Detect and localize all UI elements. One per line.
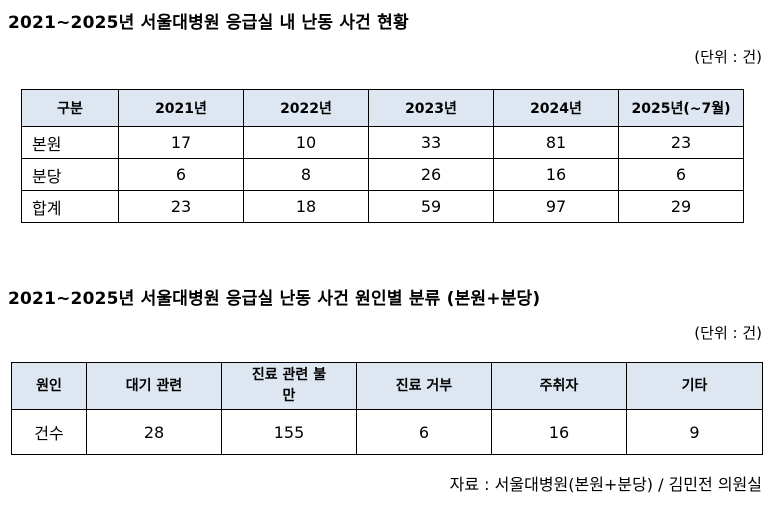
header-cell: 진료 관련 불만 <box>221 362 357 410</box>
header-cell: 구분 <box>21 89 119 127</box>
table-row: 건수 28 155 6 16 9 <box>11 409 763 455</box>
table-cell: 6 <box>356 409 492 455</box>
table-cell: 29 <box>618 190 744 223</box>
incident-cause-table: 원인 대기 관련 진료 관련 불만 진료 거부 주취자 기타 건수 28 155… <box>11 362 763 455</box>
table-cell: 97 <box>493 190 619 223</box>
row-label: 분당 <box>21 158 119 191</box>
source-note: 자료 : 서울대병원(본원+분당) / 김민전 의원실 <box>449 475 762 494</box>
header-cell: 원인 <box>11 362 87 410</box>
table-cell: 16 <box>491 409 627 455</box>
table-cell: 28 <box>86 409 222 455</box>
table-row: 본원 17 10 33 81 23 <box>21 126 744 159</box>
table-cell: 59 <box>368 190 494 223</box>
table2-unit: (단위 : 건) <box>694 324 762 342</box>
row-label: 합계 <box>21 190 119 223</box>
table-cell: 17 <box>118 126 244 159</box>
table1-unit: (단위 : 건) <box>694 48 762 66</box>
table-cell: 10 <box>243 126 369 159</box>
table-cell: 8 <box>243 158 369 191</box>
table-cell: 9 <box>626 409 763 455</box>
table-row: 분당 6 8 26 16 6 <box>21 158 744 191</box>
table-cell: 33 <box>368 126 494 159</box>
table-header-row: 구분 2021년 2022년 2023년 2024년 2025년(~7월) <box>21 89 744 127</box>
table1-title: 2021~2025년 서울대병원 응급실 내 난동 사건 현황 <box>8 13 409 33</box>
table-cell: 23 <box>618 126 744 159</box>
header-cell: 2024년 <box>493 89 619 127</box>
table-cell: 155 <box>221 409 357 455</box>
table2-title: 2021~2025년 서울대병원 응급실 난동 사건 원인별 분류 (본원+분당… <box>8 289 541 309</box>
header-cell: 주취자 <box>491 362 627 410</box>
table-row: 합계 23 18 59 97 29 <box>21 190 744 223</box>
incident-status-table: 구분 2021년 2022년 2023년 2024년 2025년(~7월) 본원… <box>21 89 744 223</box>
header-cell: 2022년 <box>243 89 369 127</box>
table-cell: 18 <box>243 190 369 223</box>
header-cell: 2023년 <box>368 89 494 127</box>
table-cell: 81 <box>493 126 619 159</box>
table-cell: 6 <box>118 158 244 191</box>
header-cell: 기타 <box>626 362 763 410</box>
table-cell: 26 <box>368 158 494 191</box>
table-cell: 16 <box>493 158 619 191</box>
header-cell: 2021년 <box>118 89 244 127</box>
header-cell: 진료 거부 <box>356 362 492 410</box>
table-cell: 6 <box>618 158 744 191</box>
header-cell: 2025년(~7월) <box>618 89 744 127</box>
table-cell: 23 <box>118 190 244 223</box>
row-label: 본원 <box>21 126 119 159</box>
table-header-row: 원인 대기 관련 진료 관련 불만 진료 거부 주취자 기타 <box>11 362 763 410</box>
row-label: 건수 <box>11 409 87 455</box>
header-cell: 대기 관련 <box>86 362 222 410</box>
